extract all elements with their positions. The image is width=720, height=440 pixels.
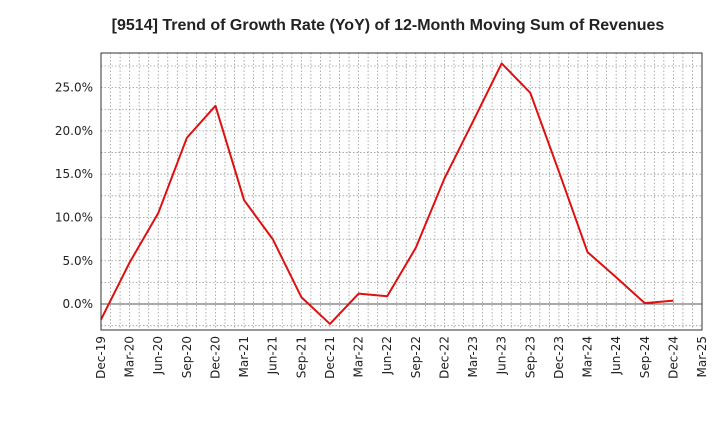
chart-title: [9514] Trend of Growth Rate (YoY) of 12-… bbox=[112, 17, 665, 34]
x-tick-label: Jun-20 bbox=[151, 336, 165, 375]
x-tick-label: Sep-21 bbox=[294, 336, 308, 378]
y-tick-label: 0.0% bbox=[63, 297, 94, 311]
x-tick-label: Sep-24 bbox=[638, 336, 652, 378]
x-tick-label: Dec-21 bbox=[323, 336, 337, 379]
x-tick-label: Dec-23 bbox=[552, 336, 566, 379]
grid-lines bbox=[101, 53, 702, 330]
y-tick-label: 10.0% bbox=[55, 210, 93, 224]
x-tick-label: Sep-22 bbox=[409, 336, 423, 378]
x-tick-label: Mar-22 bbox=[352, 336, 366, 377]
x-tick-label: Dec-24 bbox=[666, 336, 680, 379]
x-tick-label: Jun-24 bbox=[609, 336, 623, 375]
x-tick-label: Sep-20 bbox=[180, 336, 194, 378]
x-tick-label: Jun-22 bbox=[380, 336, 394, 375]
x-tick-label: Jun-21 bbox=[266, 336, 280, 375]
x-tick-label: Mar-23 bbox=[466, 336, 480, 377]
series-group bbox=[100, 62, 674, 325]
x-tick-label: Mar-20 bbox=[123, 336, 137, 377]
series-line bbox=[100, 62, 674, 325]
x-tick-label: Mar-25 bbox=[695, 336, 709, 377]
x-tick-label: Jun-23 bbox=[495, 336, 509, 375]
x-tick-label: Mar-21 bbox=[237, 336, 251, 377]
plot-frame bbox=[100, 52, 703, 331]
x-tick-label: Dec-19 bbox=[94, 336, 108, 379]
x-tick-label: Sep-23 bbox=[523, 336, 537, 378]
y-tick-label: 5.0% bbox=[63, 254, 94, 268]
plot-area bbox=[101, 53, 702, 330]
y-tick-label: 25.0% bbox=[55, 81, 93, 95]
x-tick-label: Mar-24 bbox=[581, 336, 595, 377]
y-tick-label: 20.0% bbox=[55, 124, 93, 138]
x-axis-ticks: Dec-19 Mar-20 Jun-20 Sep-20 Dec-20 Mar-21 Jun-… bbox=[94, 336, 709, 379]
y-axis-ticks: 0.0% 5.0% 10.0% 15.0% 20.0% 25.0% bbox=[55, 81, 93, 311]
x-tick-label: Dec-22 bbox=[437, 336, 451, 379]
y-tick-label: 15.0% bbox=[55, 167, 93, 181]
x-tick-label: Dec-20 bbox=[208, 336, 222, 379]
